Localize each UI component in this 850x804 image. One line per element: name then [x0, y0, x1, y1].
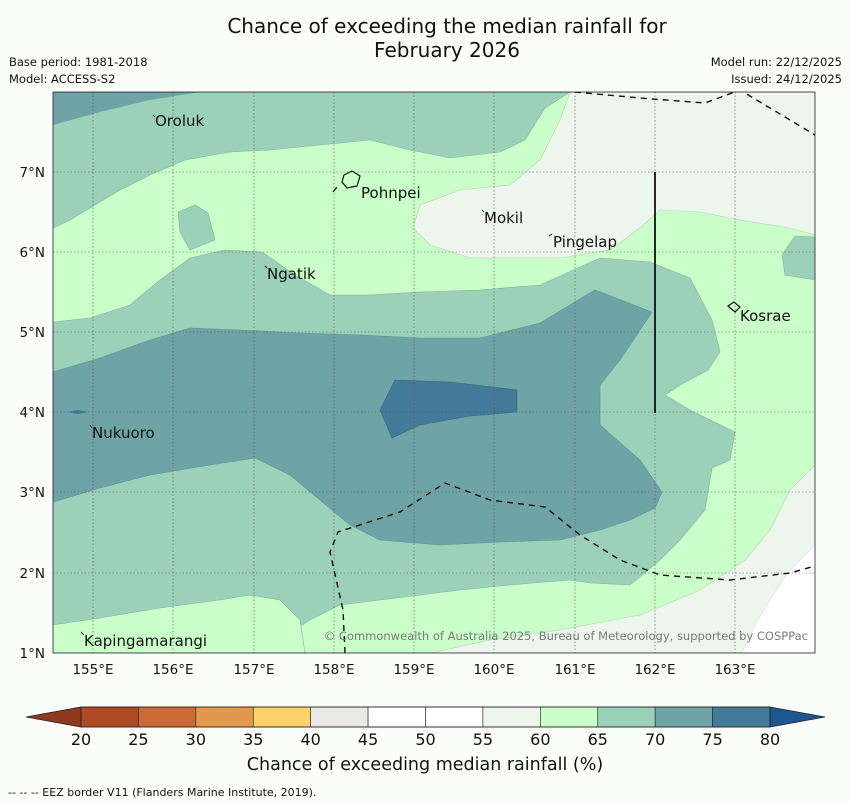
title-line-1: Chance of exceeding the median rainfall …: [227, 14, 667, 38]
colorbar-low-extension: [25, 706, 82, 728]
lat-axis: 7°N 6°N 5°N 4°N 3°N 2°N 1°N: [20, 165, 45, 662]
lon-label: 162°E: [634, 662, 675, 678]
place-oroluk: Oroluk: [155, 112, 204, 130]
place-nukuoro: Nukuoro: [92, 424, 155, 442]
place-mokil: Mokil: [484, 209, 523, 227]
contour-70-75-northwest: [53, 92, 200, 125]
lon-label: 156°E: [152, 662, 193, 678]
meta-right: Model run: 22/12/2025 Issued: 24/12/2025: [711, 54, 842, 88]
colorbar-tick-label: 20: [71, 730, 91, 749]
lat-label: 6°N: [20, 245, 45, 261]
lon-label: 161°E: [554, 662, 595, 678]
contour-blob-west: [177, 204, 216, 251]
colorbar-tick-label: 60: [530, 730, 550, 749]
place-kosrae: Kosrae: [740, 307, 791, 325]
model-name: Model: ACCESS-S2: [9, 72, 116, 86]
lat-label: 7°N: [20, 165, 45, 181]
contour-55-60-north: [412, 92, 815, 259]
colorbar-frame: [80, 706, 771, 728]
lon-label: 158°E: [313, 662, 354, 678]
colorbar-tick-label: 40: [300, 730, 320, 749]
lon-label: 157°E: [233, 662, 274, 678]
colorbar-tick-label: 30: [186, 730, 206, 749]
issued-date: Issued: 24/12/2025: [731, 72, 842, 86]
colorbar: 20 25 30 35 40 45 50 55 60 65 70 75 80: [25, 706, 826, 749]
colorbar-label: Chance of exceeding median rainfall (%): [246, 755, 604, 775]
colorbar-segments: [80, 706, 771, 728]
colorbar-tick-label: 50: [415, 730, 435, 749]
colorbar-segment: [138, 706, 197, 728]
lat-label: 5°N: [20, 325, 45, 341]
graticule: [53, 92, 815, 653]
colorbar-ticks: 20 25 30 35 40 45 50 55 60 65 70 75 80: [71, 730, 780, 749]
colorbar-segment: [80, 706, 139, 728]
colorbar-high-extension: [769, 706, 826, 728]
colorbar-segment: [540, 706, 599, 728]
colorbar-segment: [712, 706, 771, 728]
colorbar-segment: [597, 706, 656, 728]
pohnpei-island: [341, 170, 361, 189]
place-ngatik: Ngatik: [267, 265, 316, 283]
base-period: Base period: 1981-2018: [9, 55, 148, 69]
contour-blob-east: [781, 235, 815, 281]
place-pingelap: Pingelap: [553, 233, 617, 251]
colorbar-segment: [367, 706, 426, 728]
contour-60-65-southwest: [53, 594, 306, 653]
colorbar-tick-label: 25: [128, 730, 148, 749]
colorbar-tick-label: 75: [702, 730, 722, 749]
lon-label: 159°E: [393, 662, 434, 678]
title-line-2: February 2026: [374, 38, 520, 62]
lat-label: 3°N: [20, 485, 45, 501]
colorbar-tick-label: 65: [588, 730, 608, 749]
colorbar-tick-label: 55: [473, 730, 493, 749]
place-pohnpei: Pohnpei: [361, 184, 421, 202]
lat-label: 1°N: [20, 646, 45, 662]
lon-label: 163°E: [714, 662, 755, 678]
contour-65-70-north: [53, 92, 571, 229]
colorbar-segment: [195, 706, 254, 728]
colorbar-segment: [482, 706, 541, 728]
lon-label: 155°E: [72, 662, 113, 678]
colorbar-segment: [310, 706, 369, 728]
lon-axis: 155°E 156°E 157°E 158°E 159°E 160°E 161°…: [72, 662, 755, 678]
contour-55-60-south: [429, 464, 815, 653]
map-frame: [52, 91, 816, 654]
colorbar-tick-label: 35: [243, 730, 263, 749]
lon-label: 160°E: [473, 662, 514, 678]
lat-label: 4°N: [20, 405, 45, 421]
place-markers: [80, 114, 553, 636]
colorbar-tick-label: 45: [358, 730, 378, 749]
eez-border: [329, 92, 815, 653]
colorbar-segment: [425, 706, 484, 728]
colorbar-tick-label: 80: [760, 730, 780, 749]
colorbar-tick-label: 70: [645, 730, 665, 749]
place-kapingamarangi: Kapingamarangi: [84, 632, 207, 650]
map-title: Chance of exceeding the median rainfall …: [0, 14, 850, 62]
lat-label: 2°N: [20, 566, 45, 582]
footnote: -- -- -- EEZ border V11 (Flanders Marine…: [8, 786, 317, 799]
model-run: Model run: 22/12/2025: [710, 55, 842, 69]
colorbar-segment: [654, 706, 713, 728]
kosrae-island: [727, 301, 741, 313]
meta-left: Base period: 1981-2018 Model: ACCESS-S2: [9, 54, 148, 88]
contour-below-55-south: [741, 544, 815, 653]
copyright-notice: © Commonwealth of Australia 2025, Bureau…: [324, 629, 808, 643]
map-area: Oroluk Pohnpei Mokil Pingelap Ngatik Kos…: [53, 92, 815, 653]
colorbar-segment: [252, 706, 311, 728]
